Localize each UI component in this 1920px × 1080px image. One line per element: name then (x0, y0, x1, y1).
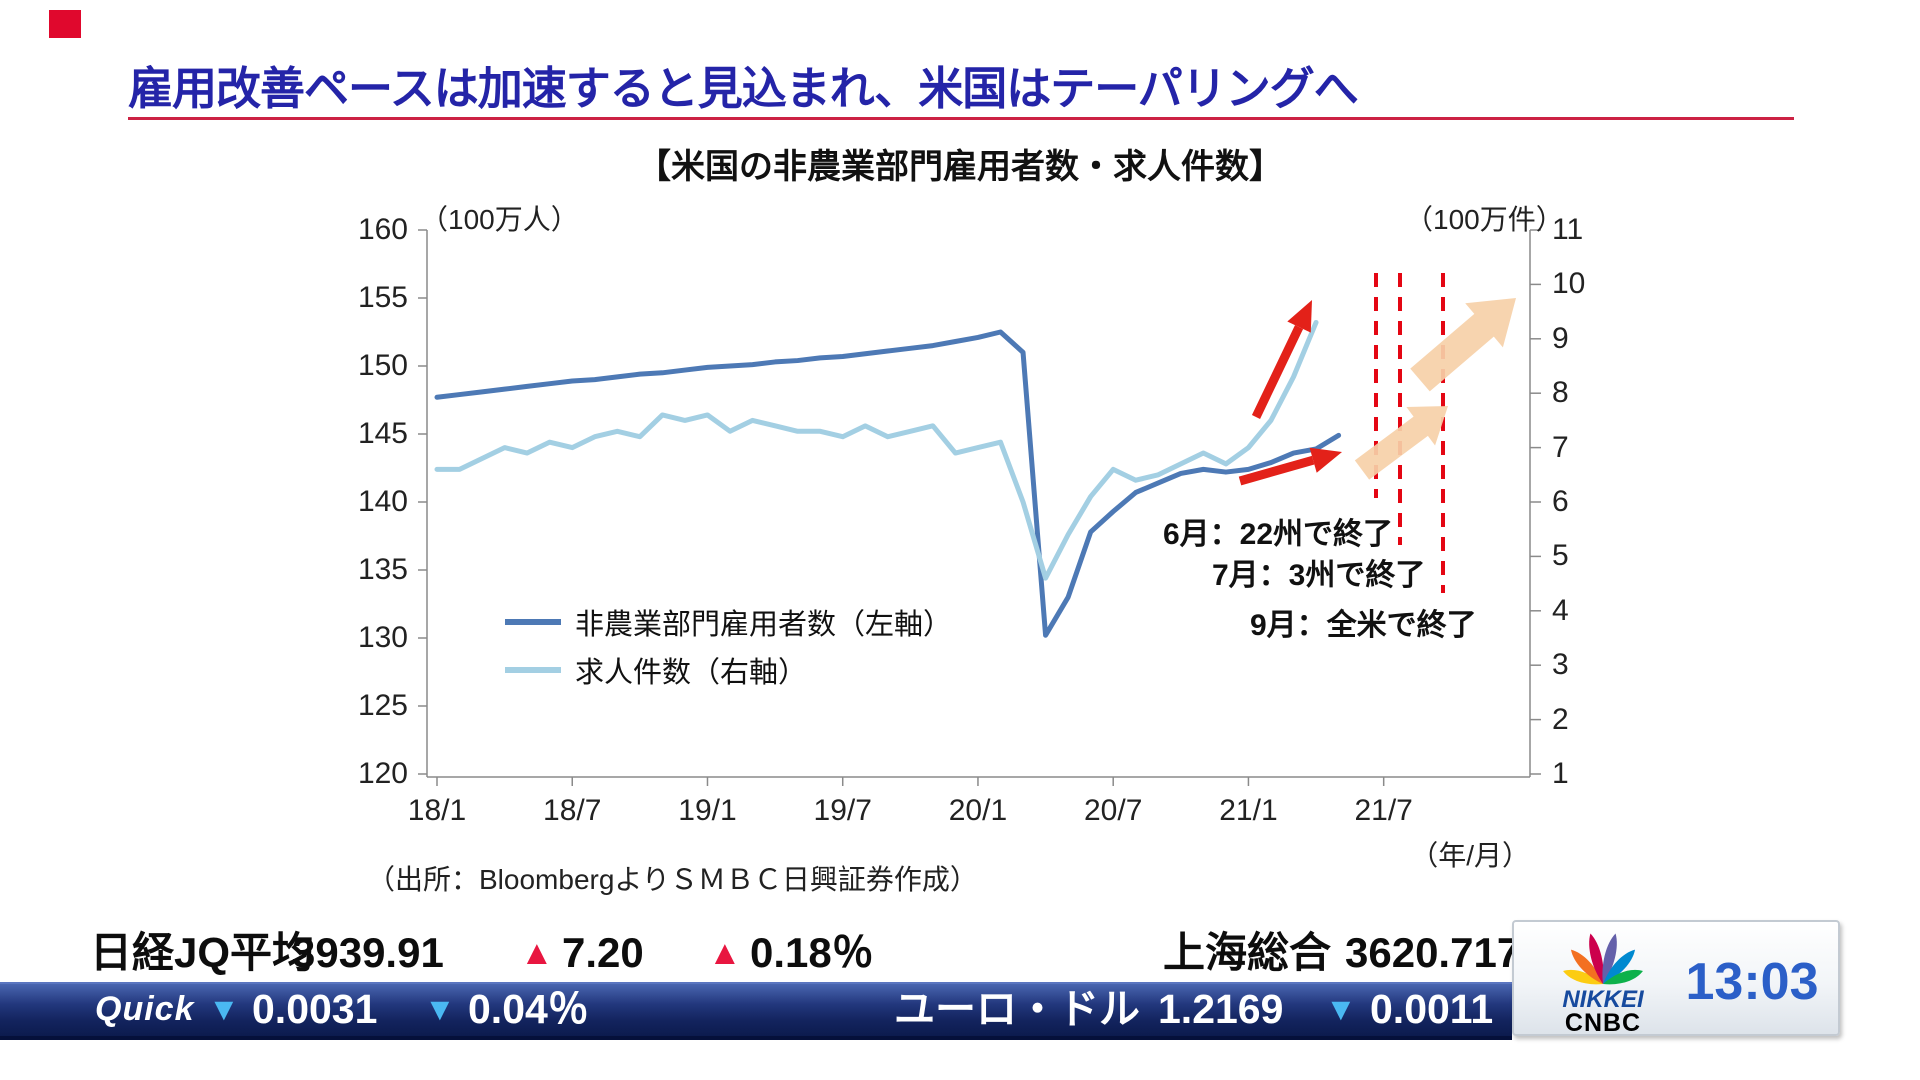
left-axis-tick: 160 (357, 213, 408, 246)
quick-change-pct: 0.04％ (468, 986, 589, 1032)
title-underline (128, 117, 1794, 120)
chart-legend: 非農業部門雇用者数（左軸） 求人件数（右軸） (505, 598, 952, 694)
left-axis-tick: 125 (357, 689, 408, 722)
nikkei-cnbc-panel: NIKKEI CNBC 13:03 (1512, 920, 1840, 1037)
eur-usd-value: 1.2169 (1158, 986, 1284, 1032)
legend-label-payrolls: 非農業部門雇用者数（左軸） (575, 609, 953, 641)
legend-label-openings: 求人件数（右軸） (575, 657, 808, 689)
x-axis-tick: 18/1 (407, 794, 467, 827)
left-axis-tick: 145 (357, 417, 408, 450)
page-title: 雇用改善ペースは加速すると見込まれ、米国はテーパリングへ (128, 63, 1359, 114)
broadcast-clock: 13:03 (1685, 953, 1819, 1011)
right-axis-tick: 6 (1552, 485, 1569, 518)
up-triangle-icon: ▲ (708, 934, 742, 972)
legend-row-openings: 求人件数（右軸） (505, 646, 952, 694)
quick-logo: Quick (95, 990, 195, 1028)
right-axis-tick: 5 (1552, 539, 1569, 573)
left-axis-tick: 120 (357, 757, 408, 790)
quick-change: 0.0031 (252, 986, 378, 1032)
chart-source: （出所：BloombergよりＳＭＢＣ日興証券作成） (367, 864, 978, 895)
right-axis-tick: 1 (1552, 757, 1569, 790)
right-axis-tick: 9 (1552, 321, 1569, 355)
right-axis-unit: （100万件） (1405, 204, 1564, 235)
eur-usd-name: ユーロ・ドル (894, 986, 1140, 1032)
shanghai-value: 3620.717 (1345, 929, 1516, 976)
left-axis-unit: （100万人） (420, 204, 579, 235)
x-axis-unit: （年/月） (1410, 840, 1530, 871)
x-axis-tick: 20/7 (1083, 794, 1143, 827)
up-triangle-icon: ▲ (520, 934, 554, 972)
nikkei-jq-change-pct: 0.18％ (750, 929, 874, 976)
nikkei-jq-value: 3939.91 (292, 929, 444, 976)
nikkei-wordmark: NIKKEI (1562, 986, 1644, 1013)
left-axis-tick: 150 (357, 349, 408, 382)
payrolls-line-swatch (505, 619, 561, 625)
right-axis-tick: 2 (1552, 702, 1569, 736)
left-axis-tick: 140 (357, 485, 408, 518)
left-axis-tick: 135 (357, 553, 408, 586)
down-triangle-icon: ▼ (424, 991, 456, 1027)
chart-title: 【米国の非農業部門雇用者数・求人件数】 (637, 148, 1283, 186)
right-axis-tick: 11 (1552, 213, 1584, 246)
annotation-september: 9月：全米で終了 (1250, 609, 1477, 642)
x-axis-tick: 21/7 (1354, 794, 1413, 827)
down-triangle-icon: ▼ (208, 991, 240, 1027)
corner-red-square (49, 10, 81, 38)
right-axis-tick: 4 (1552, 593, 1569, 627)
x-axis-tick: 19/7 (813, 794, 872, 827)
down-triangle-icon: ▼ (1325, 991, 1357, 1027)
ticker-row-fx: Quick ▼ 0.0031 ▼ 0.04％ ユーロ・ドル 1.2169 ▼ 0… (0, 982, 1512, 1040)
x-axis-tick: 20/1 (948, 794, 1008, 827)
x-axis-tick: 18/7 (543, 794, 602, 827)
left-axis-tick: 130 (357, 621, 408, 654)
peacock-icon (1563, 933, 1643, 985)
nikkei-jq-name: 日経JQ平均 (90, 929, 315, 976)
right-axis-tick: 3 (1552, 648, 1569, 682)
ticker-row-indices: 日経JQ平均 3939.91 ▲ 7.20 ▲ 0.18％ 上海総合 3620.… (0, 926, 1516, 980)
legend-row-payrolls: 非農業部門雇用者数（左軸） (505, 598, 952, 646)
right-axis-tick: 8 (1552, 376, 1569, 410)
x-axis-tick: 21/1 (1219, 794, 1278, 827)
right-axis-tick: 7 (1552, 430, 1569, 464)
shanghai-name: 上海総合 (1163, 929, 1332, 976)
nikkei-jq-change: 7.20 (562, 929, 644, 976)
openings-line-swatch (505, 667, 561, 673)
annotation-june: 6月：22州で終了 (1163, 518, 1394, 551)
left-axis-tick: 155 (357, 281, 408, 314)
annotation-july: 7月：3州で終了 (1212, 559, 1426, 592)
x-axis-tick: 19/1 (678, 794, 737, 827)
cnbc-wordmark: CNBC (1564, 1009, 1642, 1037)
right-axis-tick: 10 (1552, 267, 1586, 301)
eur-usd-change: 0.0011 (1370, 986, 1494, 1032)
